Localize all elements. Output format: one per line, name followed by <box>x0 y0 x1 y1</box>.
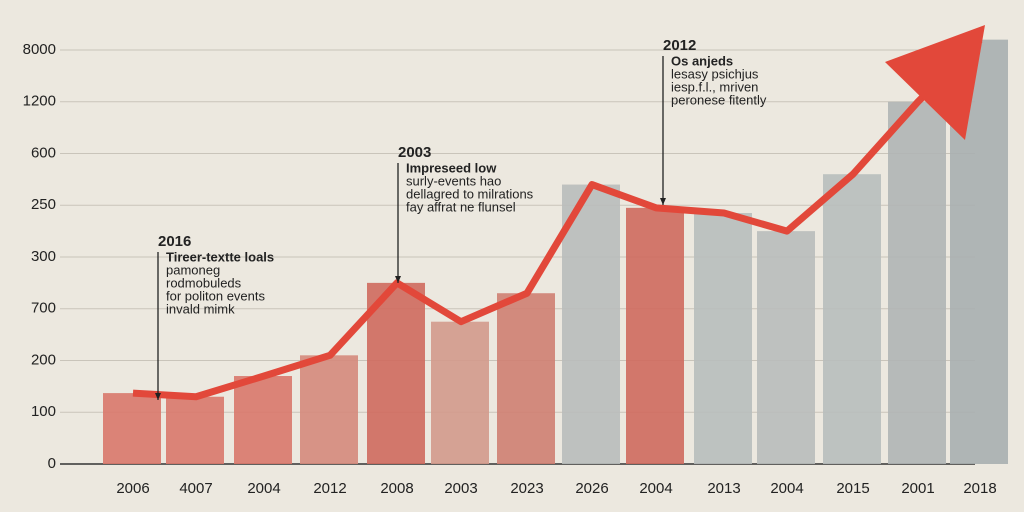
y-tick-label: 8000 <box>23 41 56 58</box>
bar <box>694 213 752 464</box>
annotation-text: dellagred to milrations <box>406 186 534 201</box>
bar <box>166 396 224 464</box>
trend-line <box>132 37 983 401</box>
y-tick-label: 250 <box>31 196 56 213</box>
x-tick-label: 2003 <box>444 480 477 497</box>
y-tick-label: 700 <box>31 300 56 317</box>
pointer-head <box>155 393 161 400</box>
x-tick-label: 2015 <box>836 480 869 497</box>
y-tick-label: 1200 <box>23 93 56 110</box>
annotation-text: for politon events <box>166 288 266 303</box>
annotation-text: invald mimk <box>166 301 235 316</box>
bar <box>562 184 620 465</box>
bar <box>103 393 161 464</box>
bar <box>823 174 881 464</box>
x-tick-label: 4007 <box>179 480 212 497</box>
annotation-text: iesp.f.l., mriven <box>671 79 758 94</box>
annotation-title: 2012 <box>663 37 696 54</box>
x-tick-label: 2012 <box>313 480 346 497</box>
x-tick-label: 2004 <box>639 480 672 497</box>
bar <box>300 355 358 464</box>
x-tick-label: 2013 <box>707 480 740 497</box>
arrow-head <box>885 25 985 140</box>
y-tick-label: 100 <box>31 403 56 420</box>
x-tick-label: 2001 <box>901 480 934 497</box>
bar <box>757 231 815 464</box>
annotation-text: lesasy psichjus <box>671 66 759 81</box>
y-tick-label: 0 <box>48 455 56 472</box>
x-tick-label: 2018 <box>963 480 996 497</box>
annotation-text: Os anjeds <box>671 53 733 68</box>
y-tick-label: 300 <box>31 248 56 265</box>
annotation-title: 2016 <box>158 233 191 250</box>
x-tick-label: 2023 <box>510 480 543 497</box>
annotation-text: rodmobuleds <box>166 275 242 290</box>
annotation-text: peronese fitently <box>671 92 767 107</box>
x-tick-label: 2004 <box>770 480 803 497</box>
bar <box>497 293 555 464</box>
bar <box>626 207 684 464</box>
x-tick-label: 2004 <box>247 480 280 497</box>
y-tick-label: 200 <box>31 351 56 368</box>
annotation-title: 2003 <box>398 144 431 161</box>
annotation-text: fay affrat ne flunsel <box>406 199 516 214</box>
x-tick-label: 2008 <box>380 480 413 497</box>
annotation-text: Impreseed low <box>406 160 497 175</box>
bar <box>367 282 425 464</box>
bar <box>431 321 489 464</box>
bar <box>234 376 292 464</box>
bar <box>888 101 946 464</box>
pointer-head <box>660 198 666 205</box>
annotation-text: surly-events hao <box>406 173 501 188</box>
y-tick-label: 600 <box>31 144 56 161</box>
x-tick-label: 2026 <box>575 480 608 497</box>
annotation-text: Tireer-textte loals <box>166 249 274 264</box>
pointer-head <box>395 276 401 283</box>
x-tick-label: 2006 <box>116 480 149 497</box>
annotation-text: pamoneg <box>166 262 220 277</box>
